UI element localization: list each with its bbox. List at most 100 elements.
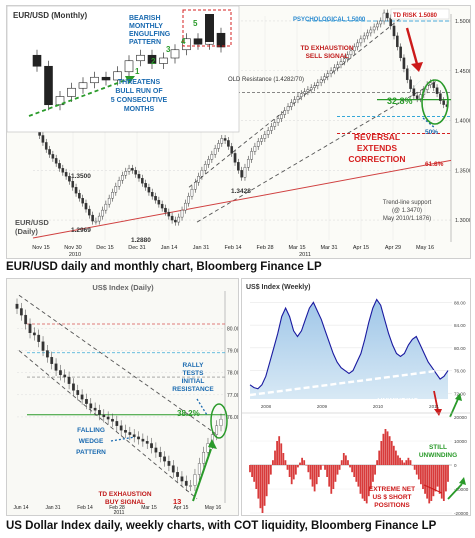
price-candle (41, 341, 45, 351)
td-sell-signal-label-line-1: TD EXHAUSTION (300, 45, 353, 52)
cot-bar (399, 457, 401, 465)
cot-bar (413, 465, 416, 470)
cot-bar (438, 465, 441, 494)
highlight-ellipse (421, 79, 449, 125)
cot-bar (355, 465, 358, 482)
price-candle (412, 88, 416, 96)
cot-bar (317, 465, 320, 477)
extreme-short-label-line-1: EXTREME NET (369, 486, 415, 493)
price-candle (124, 171, 128, 176)
monthly-candle (55, 96, 65, 106)
rally-arrowhead (208, 439, 217, 449)
x-tick-label: Dec 15 (96, 245, 113, 251)
price-candle (107, 197, 111, 205)
cot-bar (432, 465, 435, 497)
price-candle (80, 394, 84, 400)
price-candle (74, 187, 78, 194)
low-1-2880-label: 1.2880 (131, 237, 151, 244)
cot-bar (278, 436, 281, 465)
cot-bar (407, 457, 410, 465)
reversal-label-line-3: CORRECTION (348, 154, 405, 164)
price-candle (84, 202, 88, 210)
price-candle (119, 425, 123, 431)
cot-bar (374, 465, 376, 475)
cot-bar (392, 445, 395, 465)
reversal-arrow (405, 27, 419, 65)
price-candle (246, 159, 250, 168)
cot-bar (276, 441, 278, 465)
cot-bar (403, 462, 406, 465)
rally-pointer-arrow (196, 398, 208, 416)
price-candle (333, 67, 336, 71)
price-candle (85, 399, 88, 404)
price-candle (163, 456, 166, 462)
price-candle (362, 35, 366, 40)
price-candle (352, 46, 356, 52)
cot-bar (445, 465, 447, 492)
price-candle (58, 163, 61, 169)
fib-32-8-label: 32.8% (387, 96, 413, 106)
cot-bar (430, 465, 433, 501)
bearish-engulfing-label-line-2: MONTHLY (129, 23, 163, 30)
cot-bar (326, 465, 329, 477)
support-trendline (249, 369, 437, 397)
monthly-candle (182, 38, 191, 51)
price-candle (329, 70, 333, 74)
price-candle (240, 170, 243, 178)
price-candle (128, 432, 132, 435)
engulfing-box (182, 9, 232, 47)
price-candle (366, 32, 369, 37)
cot-bar (269, 465, 272, 475)
price-candle (41, 135, 45, 143)
price-candle (290, 102, 293, 107)
price-candle (202, 452, 206, 464)
monthly-candle (193, 38, 203, 45)
cot-recovery-arrow (447, 483, 463, 500)
daily-chart-title-line-1: EUR/USD (15, 218, 49, 227)
price-candle (339, 61, 343, 65)
price-candle (336, 64, 340, 68)
cot-bar (328, 465, 331, 487)
price-candle (137, 174, 141, 179)
price-candle (37, 334, 41, 342)
cot-bar (363, 465, 366, 501)
eurusd-chart-panel: 1.5000 1.4500 1.4000 1.3500 1.3000 Nov 15 Nov … (6, 5, 471, 259)
cot-bar (388, 436, 391, 465)
price-candle (102, 414, 106, 418)
x-tick-label: Dec 31 (128, 245, 145, 251)
price-candle (250, 151, 253, 160)
trendline-support-label-line-2: (@ 1.3470) (392, 208, 422, 214)
uptrend-arrowhead (125, 76, 135, 84)
price-candle (137, 436, 140, 440)
reversal-arrowhead (411, 62, 423, 72)
recovery-arrowhead (455, 393, 462, 401)
y-tick-label: 1.3000 (455, 218, 470, 224)
falling-wedge-label-line-2: WEDGE (79, 438, 104, 445)
price-candle (193, 182, 197, 190)
threatens-label-line-3: 5 CONSECUTIVE (111, 97, 168, 104)
price-candle (28, 323, 32, 334)
price-candle (67, 376, 71, 384)
y-tick-label: 77.00 (227, 393, 238, 399)
price-candle (213, 148, 217, 155)
price-candle (111, 192, 114, 199)
y-tick-label: 1.5000 (455, 19, 470, 25)
price-candle (217, 143, 220, 149)
threatens-label-line-4: MONTHS (124, 106, 155, 113)
price-candle (253, 146, 257, 152)
x-tick-label: Feb 28 (256, 245, 273, 251)
price-candle (144, 183, 147, 188)
monthly-candle (44, 65, 53, 106)
price-candle (78, 193, 81, 199)
price-candle (104, 203, 108, 211)
fib-61-8-label: 61.8% (425, 161, 444, 168)
engulfing-candle (205, 14, 214, 42)
monthly-candle (101, 76, 111, 81)
price-candle (343, 58, 346, 62)
price-candle (193, 474, 197, 486)
price-candle (15, 303, 19, 309)
price-candle (54, 363, 58, 371)
cot-bar (297, 465, 299, 468)
price-candle (435, 87, 439, 94)
